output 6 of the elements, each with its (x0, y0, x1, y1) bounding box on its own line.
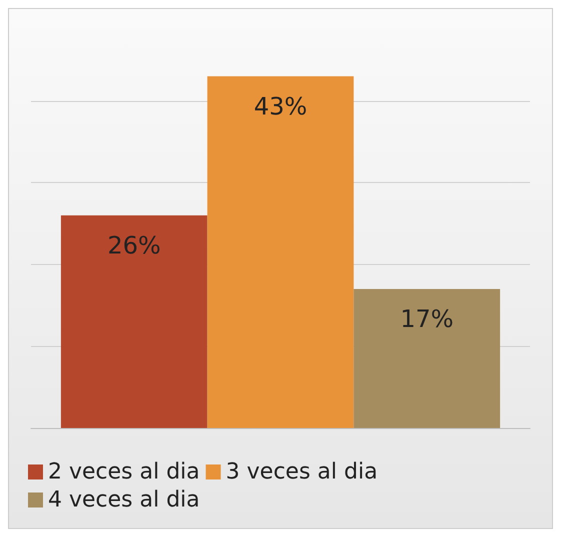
data-label: 26% (107, 231, 161, 260)
data-label: 17% (400, 304, 454, 333)
legend-label: 3 veces al dia (226, 460, 378, 484)
legend-label: 4 veces al dia (48, 488, 200, 512)
legend-label: 2 veces al dia (48, 460, 200, 484)
data-label: 43% (254, 92, 308, 120)
